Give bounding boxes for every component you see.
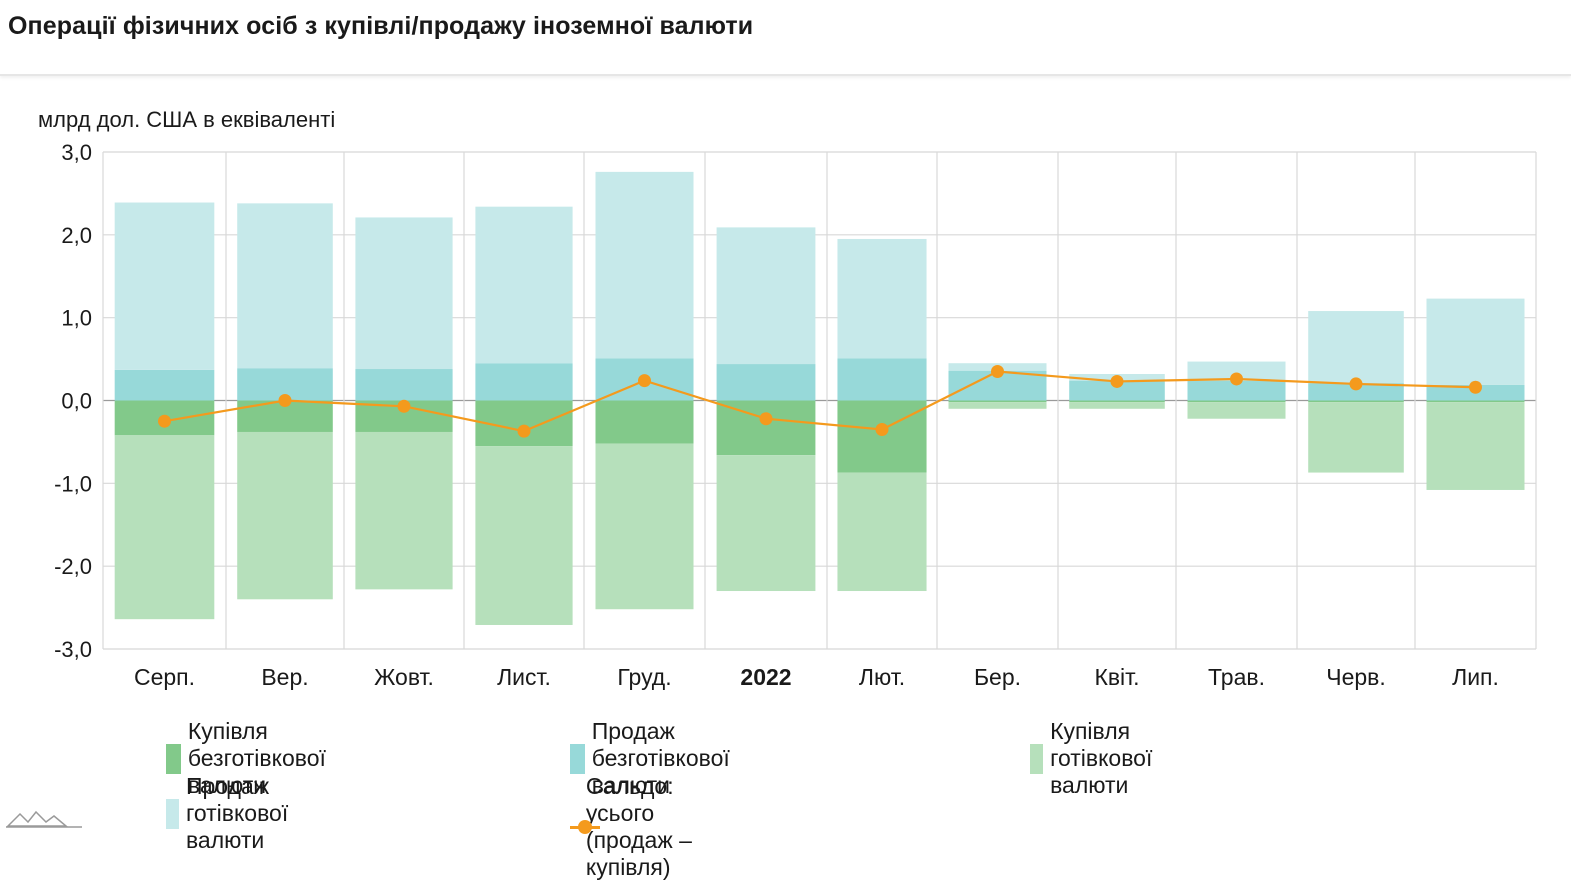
line-point [638, 374, 651, 388]
line-point [517, 424, 531, 438]
line-point [278, 394, 292, 407]
header: Операції фізичних осіб з купівлі/продажу… [0, 0, 1571, 76]
y-axis-label: млрд дол. США в еквіваленті [38, 107, 335, 132]
line-point [397, 399, 411, 413]
bar-segment [1069, 400, 1165, 403]
x-tick-label: 2022 [740, 664, 791, 690]
bar-segment [1308, 383, 1404, 401]
grid-layer [102, 151, 1537, 650]
bar-segment [595, 171, 694, 359]
bar-segment [595, 400, 694, 444]
legend-label: Купівля безготівкової валюти [187, 718, 326, 798]
x-tick-label: Жовт. [374, 664, 434, 690]
y-tick-label: -3,0 [54, 637, 92, 662]
bar-segment [355, 217, 453, 370]
x-tick-label: Бер. [974, 664, 1021, 690]
x-tick-label: Груд. [617, 664, 671, 690]
bar-segment [355, 431, 453, 590]
ticks-layer: 3,0 2,0 1,0 0,0 -1,0 -2,0 -3,0 Серп. Вер. Жовт. Ли… [54, 140, 1499, 690]
line-point [759, 412, 773, 426]
bar-segment [837, 400, 927, 473]
x-tick-label: Лист. [497, 664, 551, 690]
legend-swatch-line [570, 812, 600, 842]
legend-label: Сальдо: усього (продаж – купівля) [585, 773, 692, 880]
line-layer [158, 365, 1482, 438]
bar-segment [1187, 400, 1286, 403]
bar-segment [355, 369, 453, 401]
legend-item: Продаж безготівкової валюти [570, 718, 745, 799]
bar-segment [475, 363, 573, 401]
y-tick-label: 1,0 [61, 306, 92, 331]
bar-segment [837, 472, 927, 592]
bar-segment [114, 435, 215, 620]
line-point [1230, 372, 1243, 386]
bar-segment [475, 446, 573, 625]
legend-label: Продаж безготівкової валюти [591, 718, 730, 798]
legend-item: Продаж готівкової валюти [166, 773, 305, 854]
bar-segment [237, 203, 333, 369]
bar-segment [475, 400, 573, 447]
chart: млрд дол. США в еквіваленті 3,0 2,0 1,0 0,0… [38, 107, 1537, 690]
bar-segment [837, 358, 927, 401]
series-line [164, 370, 1476, 433]
line-point [991, 365, 1004, 379]
x-tick-label: Вер. [261, 664, 308, 690]
y-tick-label: 3,0 [61, 140, 92, 165]
bar-segment [114, 202, 215, 370]
bar-segment [1308, 400, 1404, 403]
legend-item: Купівля безготівкової валюти [166, 718, 341, 799]
bar-segment [1069, 402, 1165, 409]
legend-item: Сальдо: усього (продаж – купівля) [570, 773, 695, 881]
bar-segment [716, 227, 816, 365]
line-point [1349, 377, 1363, 391]
y-tick-label: 0,0 [61, 389, 92, 414]
bar-segment [716, 455, 816, 592]
x-tick-label: Лют. [859, 664, 905, 690]
bar-segment [716, 364, 816, 401]
bar-segment [1187, 402, 1286, 419]
bar-segment [948, 402, 1047, 409]
x-tick-label: Черв. [1326, 664, 1386, 690]
bar-segment [1187, 380, 1286, 401]
bar-segment [595, 443, 694, 610]
legend-swatch [166, 798, 179, 829]
mountain-logo-icon [6, 810, 82, 828]
page-title: Операції фізичних осіб з купівлі/продажу… [8, 12, 754, 40]
bar-segment [1187, 361, 1286, 381]
legend-label: Продаж готівкової валюти [185, 773, 289, 853]
legend-swatch [570, 743, 585, 774]
x-tick-label: Квіт. [1094, 664, 1139, 690]
line-point [158, 414, 171, 428]
bar-segment [1308, 311, 1404, 384]
bar-segment [475, 206, 573, 364]
legend-label: Купівля готівкової валюти [1050, 718, 1153, 798]
y-tick-label: -2,0 [54, 554, 92, 579]
legend-swatch [166, 743, 181, 774]
bar-segment [837, 238, 927, 359]
bar-segment [1426, 298, 1525, 385]
bar-segment [1069, 380, 1165, 401]
y-tick-label: -1,0 [54, 471, 92, 496]
x-tick-label: Трав. [1208, 664, 1265, 690]
bar-segment [114, 369, 215, 401]
line-point [1110, 374, 1124, 388]
x-tick-label: Лип. [1452, 664, 1499, 690]
bar-segment [1308, 402, 1404, 473]
x-tick-label: Серп. [134, 664, 195, 690]
bar-segment [1426, 402, 1525, 490]
y-tick-label: 2,0 [61, 223, 92, 248]
line-point [1469, 380, 1482, 394]
bars-layer [114, 171, 1525, 625]
legend-swatch [1030, 743, 1044, 774]
bar-segment [948, 400, 1047, 403]
legend-item: Купівля готівкової валюти [1030, 718, 1169, 799]
bar-segment [1426, 400, 1525, 403]
line-point [875, 422, 889, 436]
bar-segment [716, 400, 816, 456]
bar-segment [237, 431, 333, 600]
